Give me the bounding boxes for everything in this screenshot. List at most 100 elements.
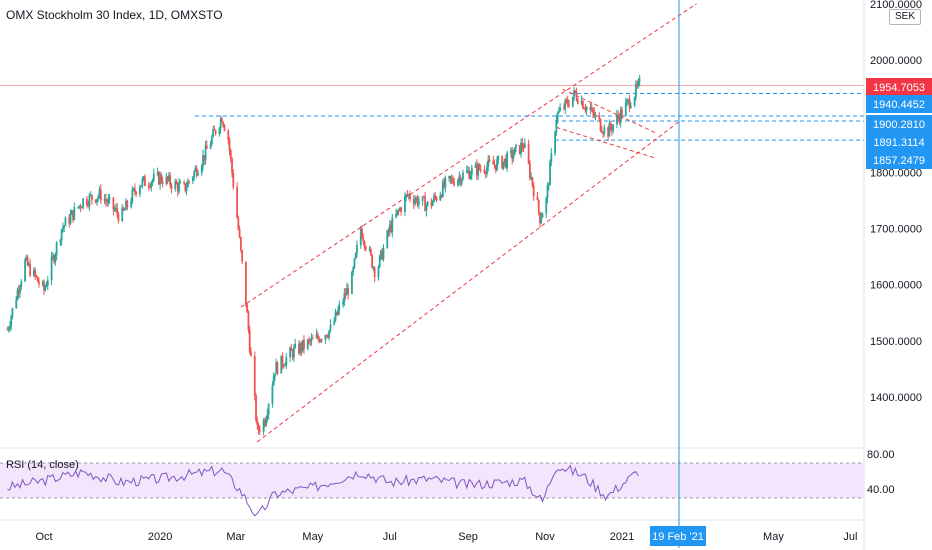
candle-body [449,176,452,180]
candle-body [563,107,565,109]
candle-body [133,188,136,192]
candle-body [492,161,495,165]
candle-body [333,320,336,325]
candle-body [60,229,63,241]
candle-body [430,201,433,206]
candle-body [573,90,575,97]
currency-badge[interactable]: SEK [889,9,921,25]
candle-body [426,201,429,206]
candle-body [405,194,408,197]
candle-body [34,269,37,276]
channel-line[interactable] [256,121,680,443]
candle-body [256,420,259,425]
candle-body [608,123,611,137]
y-tick-label: 1700.0000 [870,224,922,236]
candle-body [549,161,551,186]
candle-body [175,181,178,185]
candle-body [521,142,524,148]
candle-body [546,185,549,198]
candle-body [328,330,331,338]
candle-body [386,230,389,248]
candle-body [575,92,578,100]
candle-body [589,106,592,111]
candle-body [276,362,279,374]
channel-line[interactable] [240,3,697,308]
candle-body [435,197,438,201]
candle-body [292,347,295,358]
rsi-indicator-label[interactable]: RSI (14, close) [6,459,79,471]
candle-body [372,267,375,269]
candle-body [566,100,569,105]
candle-body [486,166,488,174]
candle-body [306,339,309,349]
candle-body [592,108,594,113]
candle-body [585,106,588,111]
candle-body [311,337,314,339]
candle-body [168,175,170,181]
candle-body [469,175,472,179]
candle-body [580,100,583,104]
candle-body [451,178,454,183]
candle-body [45,285,48,287]
candle-body [169,175,172,186]
candle-body [16,290,19,300]
candle-body [291,350,294,358]
candle-body [396,210,399,214]
candle-body [417,201,420,205]
candle-body [299,343,302,354]
candle-body [150,182,153,188]
candle-body [470,167,473,176]
candle-body [506,152,509,168]
candle-body [82,198,85,208]
candle-body [88,194,91,206]
x-tick-label: Sep [458,531,478,543]
candle-body [448,176,451,179]
candle-body [241,250,244,262]
crosshair-date-badge [650,526,706,546]
horizontal-levels[interactable] [0,84,864,141]
candle-body [70,210,73,215]
candle-body [634,84,637,98]
candle-body [232,172,235,188]
candle-body [493,164,496,166]
candle-body [147,185,150,187]
price-label-text: 1857.2479 [873,155,925,167]
candle-body [123,209,126,211]
candle-body [395,213,398,218]
chart-title: OMX Stockholm 30 Index, 1D, OMXSTO [6,8,223,22]
candle-body [210,136,213,145]
candle-body [557,110,560,113]
candle-body [44,286,47,291]
candle-body [406,194,409,196]
price-axis[interactable]: 2100.0000 2000.0000 1800.0000 1700.0000 1600… [870,0,922,404]
price-label-badge [866,115,932,133]
candle-body [371,254,374,268]
candle-body [626,100,628,103]
candle-body [160,174,163,182]
candle-body [475,164,478,176]
candle-body [440,195,443,197]
candle-body [559,107,562,111]
candle-body [33,269,35,276]
trend-channel[interactable] [240,3,697,443]
candle-body [11,308,14,317]
candle-body [63,225,66,228]
candle-body [638,78,641,82]
candle-body [183,182,185,184]
candle-body [618,117,621,123]
candle-body [433,195,435,202]
candle-body [139,186,141,195]
candle-body [246,304,249,313]
y-tick-label: 1600.0000 [870,280,922,292]
candle-body [320,339,323,341]
candle-body [284,365,286,367]
candle-body [364,246,367,250]
candle-body [121,207,124,222]
wedge-line[interactable] [562,88,657,134]
candle-body [576,99,579,104]
wedge-line[interactable] [556,126,657,159]
candle-body [192,177,194,182]
candle-body [115,207,117,210]
candle-body [272,376,275,386]
